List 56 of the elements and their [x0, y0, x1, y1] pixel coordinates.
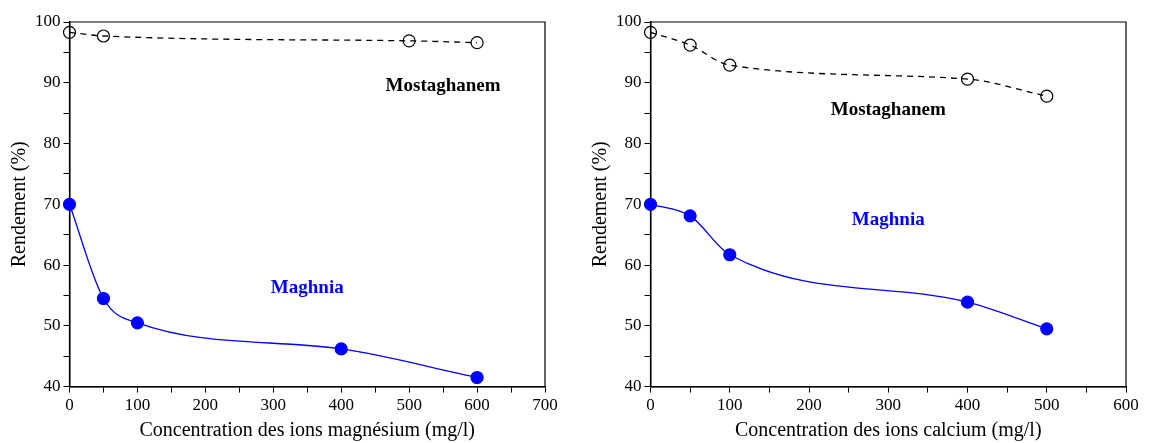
x-tick-label: 600 [1113, 395, 1139, 415]
text: Maghnia [270, 275, 345, 297]
y-tick-label: 80 [43, 133, 61, 152]
y-tick-label: 50 [624, 315, 642, 335]
y-tick-label: 70 [624, 193, 642, 213]
point [643, 25, 658, 39]
point [96, 29, 111, 43]
y-tick-label: 60 [624, 254, 642, 274]
x-tick-label: 600 [464, 395, 490, 415]
x-tick-label: 500 [1034, 395, 1060, 415]
point [62, 197, 77, 211]
y-tick-label: 50 [43, 315, 61, 335]
point [1040, 322, 1054, 336]
point [96, 291, 111, 306]
x-tick-label: 0 [646, 395, 655, 415]
point [960, 295, 975, 309]
x-tick-label: 100 [124, 395, 151, 415]
point [470, 36, 484, 50]
x-tick-label: 500 [396, 395, 422, 415]
y-axis-title: Rendement (%) [7, 141, 31, 268]
x-tick-label: 300 [260, 395, 287, 415]
y-tick-label: 100 [616, 11, 642, 31]
x-axis-title: Concentration des ions magnésium (mg/l) [139, 418, 475, 442]
x-tick-label: 200 [192, 395, 219, 415]
point [62, 25, 77, 39]
y-tick-label: 90 [43, 72, 61, 92]
x-tick-label: 200 [796, 395, 822, 415]
y-axis-title: Rendement (%) [588, 141, 612, 268]
point [334, 342, 348, 356]
y-tick-label: 90 [624, 72, 642, 92]
y-tick-label: 40 [624, 376, 642, 396]
point [643, 197, 658, 211]
point [723, 248, 737, 262]
point [683, 209, 697, 223]
point [130, 316, 145, 330]
point [683, 38, 697, 52]
y-tick-label: 70 [43, 193, 61, 213]
point [470, 370, 484, 385]
x-tick-label: 700 [532, 395, 558, 415]
x-tick-label: 400 [954, 395, 981, 415]
x-tick-label: 400 [328, 395, 354, 415]
x-tick-label: 100 [717, 395, 743, 415]
text: Maghnia [851, 207, 926, 229]
x-tick-label: 0 [65, 395, 74, 415]
point [402, 34, 416, 48]
series-label: Mostaghanem [830, 98, 946, 120]
point [1040, 89, 1054, 103]
y-tick-label: 60 [43, 254, 61, 274]
y-tick-label: 80 [624, 133, 642, 152]
x-tick-label: 300 [875, 395, 901, 415]
y-tick-label: 40 [43, 376, 61, 396]
series-label: Mostaghanem [385, 73, 501, 95]
y-tick-label: 100 [35, 11, 61, 31]
x-axis-title: Concentration des ions calcium (mg/l) [734, 418, 1042, 442]
point [960, 72, 975, 86]
point [723, 58, 737, 72]
